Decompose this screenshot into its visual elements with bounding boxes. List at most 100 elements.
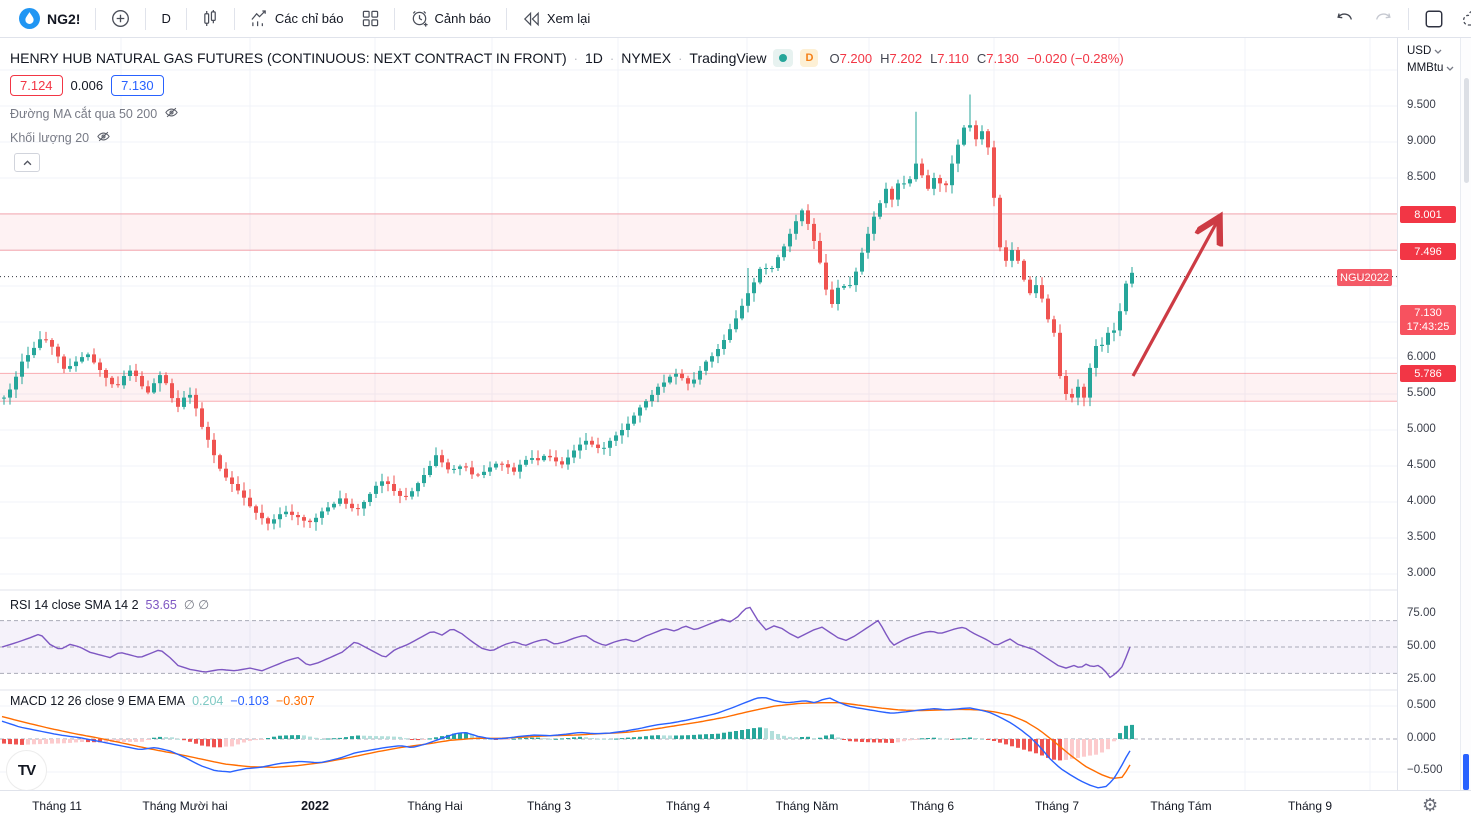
month-label: Tháng Hai xyxy=(407,799,463,813)
eye-off-icon[interactable] xyxy=(164,105,179,123)
month-label: Tháng 11 xyxy=(32,799,82,813)
layout-grid-button[interactable] xyxy=(353,4,388,34)
rsi-value: 53.65 xyxy=(145,597,177,612)
price-level-label: 5.786 xyxy=(1400,365,1456,382)
toolbar-separator xyxy=(95,7,97,30)
month-label: Tháng 4 xyxy=(665,799,711,813)
buy-price-button[interactable]: 7.130 xyxy=(111,75,164,96)
separator-dot: · xyxy=(678,50,683,66)
axis-tick-label: 9.000 xyxy=(1407,135,1436,147)
toolbar-right-cluster xyxy=(1326,0,1471,38)
contract-series-label: NGU2022 xyxy=(1337,269,1392,286)
top-toolbar: NG2! D Các chỉ báo xyxy=(0,0,1471,38)
grid-squares-icon xyxy=(362,10,379,27)
settings-gear-icon[interactable]: ⚙ xyxy=(1422,795,1439,815)
indicator-name: Đường MA cắt qua 50 200 xyxy=(10,107,158,121)
candlestick-icon xyxy=(202,9,219,28)
macd-line-value: −0.103 xyxy=(230,694,269,708)
month-label: Tháng Tám xyxy=(1150,799,1212,813)
axis-tick-label: 0.000 xyxy=(1407,732,1436,744)
axis-tick-label: 25.00 xyxy=(1407,673,1436,685)
tv-logo-glyph: TV xyxy=(17,762,36,779)
indicator-name: Khối lượng 20 xyxy=(10,131,90,145)
last-price-value: 7.130 xyxy=(1414,307,1442,319)
close-value: 7.130 xyxy=(986,50,1019,66)
plus-circle-icon xyxy=(111,9,130,28)
redo-button[interactable] xyxy=(1364,4,1402,34)
rsi-label: RSI 14 close SMA 14 2 xyxy=(10,597,139,612)
month-label: Tháng 3 xyxy=(526,799,572,813)
toolbar-separator xyxy=(1408,8,1409,30)
chevron-down-icon xyxy=(1434,49,1442,54)
change-value: −0.020 (−0.28%) xyxy=(1026,50,1124,66)
macd-pane-header[interactable]: MACD 12 26 close 9 EMA EMA 0.204 −0.103 … xyxy=(10,694,315,708)
price-axis[interactable]: USD MMBtu 9.5009.0008.5006.5006.0005.500… xyxy=(1397,38,1461,790)
unit-dropdown[interactable]: MMBtu xyxy=(1407,60,1454,77)
axis-tick-label: 50.00 xyxy=(1407,640,1436,652)
indicator-legend-ma-cross[interactable]: Đường MA cắt qua 50 200 xyxy=(10,105,179,123)
sell-price-button[interactable]: 7.124 xyxy=(10,75,63,96)
undo-button[interactable] xyxy=(1326,4,1364,34)
macd-hist-value: 0.204 xyxy=(192,694,224,708)
axis-tick-label: 4.000 xyxy=(1407,495,1436,507)
low-value: 7.110 xyxy=(937,50,969,66)
brand-name: TradingView xyxy=(689,50,767,66)
macd-label: MACD 12 26 close 9 EMA EMA xyxy=(10,694,186,708)
month-label: Tháng Năm xyxy=(775,799,839,813)
bid-ask-row: 7.124 0.006 7.130 xyxy=(10,75,164,96)
time-axis[interactable]: ⚙ Tháng 11 Tháng Mười hai 2022 Tháng Hai Thá… xyxy=(0,790,1471,827)
replay-button[interactable]: Xem lại xyxy=(513,4,599,34)
axis-tick-label: 5.500 xyxy=(1407,387,1436,399)
currency-dropdown[interactable]: USD xyxy=(1407,43,1454,60)
axis-tick-label: 8.500 xyxy=(1407,171,1436,183)
price-chart-canvas[interactable] xyxy=(0,38,1397,790)
axis-tick-label: 0.500 xyxy=(1407,699,1436,711)
scrollbar-thumb[interactable] xyxy=(1464,78,1469,183)
alarm-clock-icon xyxy=(410,9,429,28)
month-label: Tháng 7 xyxy=(1034,799,1080,813)
indicator-legend-volume[interactable]: Khối lượng 20 xyxy=(10,129,111,147)
chart-legend-row[interactable]: HENRY HUB NATURAL GAS FUTURES (CONTINUOU… xyxy=(10,49,1124,67)
axis-unit-block: USD MMBtu xyxy=(1407,43,1454,77)
axis-tick-label: 75.00 xyxy=(1407,607,1436,619)
exchange-name: NYMEX xyxy=(621,50,672,66)
month-label: Tháng Mười hai xyxy=(142,799,228,813)
open-value: 7.200 xyxy=(839,50,873,66)
separator-dot: · xyxy=(573,50,579,66)
axis-tick-label: −0.500 xyxy=(1407,764,1443,776)
interval-label: D xyxy=(161,11,171,26)
axis-tick-label: 5.000 xyxy=(1407,423,1436,435)
compare-add-button[interactable] xyxy=(102,4,139,34)
month-label: Tháng 9 xyxy=(1287,799,1333,813)
alert-label: Cảnh báo xyxy=(434,11,491,26)
bar-countdown: 17:43:25 xyxy=(1406,321,1450,333)
symbol-name: NG2! xyxy=(47,10,81,27)
scrollbar-thumb-active[interactable] xyxy=(1463,754,1469,790)
separator-dot: · xyxy=(609,50,615,66)
interval-button[interactable]: D xyxy=(152,4,179,34)
toolbar-separator xyxy=(185,7,187,30)
symbol-button[interactable]: NG2! xyxy=(10,4,89,34)
price-level-label: 7.496 xyxy=(1400,243,1456,260)
rsi-pane-header[interactable]: RSI 14 close SMA 14 2 53.65 ∅ ∅ xyxy=(10,597,209,613)
tradingview-logo[interactable]: TV xyxy=(6,750,47,791)
interval-value: 1D xyxy=(585,50,603,66)
data-delay-badge: D xyxy=(800,49,819,67)
chart-style-button[interactable] xyxy=(193,4,228,34)
right-scroll-strip xyxy=(1460,38,1471,790)
symbol-title: HENRY HUB NATURAL GAS FUTURES (CONTINUOU… xyxy=(10,50,567,66)
rewind-icon xyxy=(522,11,541,27)
eye-off-icon[interactable] xyxy=(96,129,111,147)
cloud-save-icon[interactable] xyxy=(1453,4,1471,34)
indicators-button[interactable]: Các chỉ báo xyxy=(241,4,353,34)
fullscreen-button[interactable] xyxy=(1415,4,1453,34)
symbol-logo-icon xyxy=(19,8,40,29)
month-label: Tháng 6 xyxy=(909,799,955,813)
alert-button[interactable]: Cảnh báo xyxy=(401,4,500,34)
legend-collapse-button[interactable] xyxy=(14,153,40,172)
high-value: 7.202 xyxy=(889,50,923,66)
axis-tick-label: 4.500 xyxy=(1407,459,1436,471)
toolbar-separator xyxy=(393,7,395,30)
toolbar-separator xyxy=(505,7,507,30)
